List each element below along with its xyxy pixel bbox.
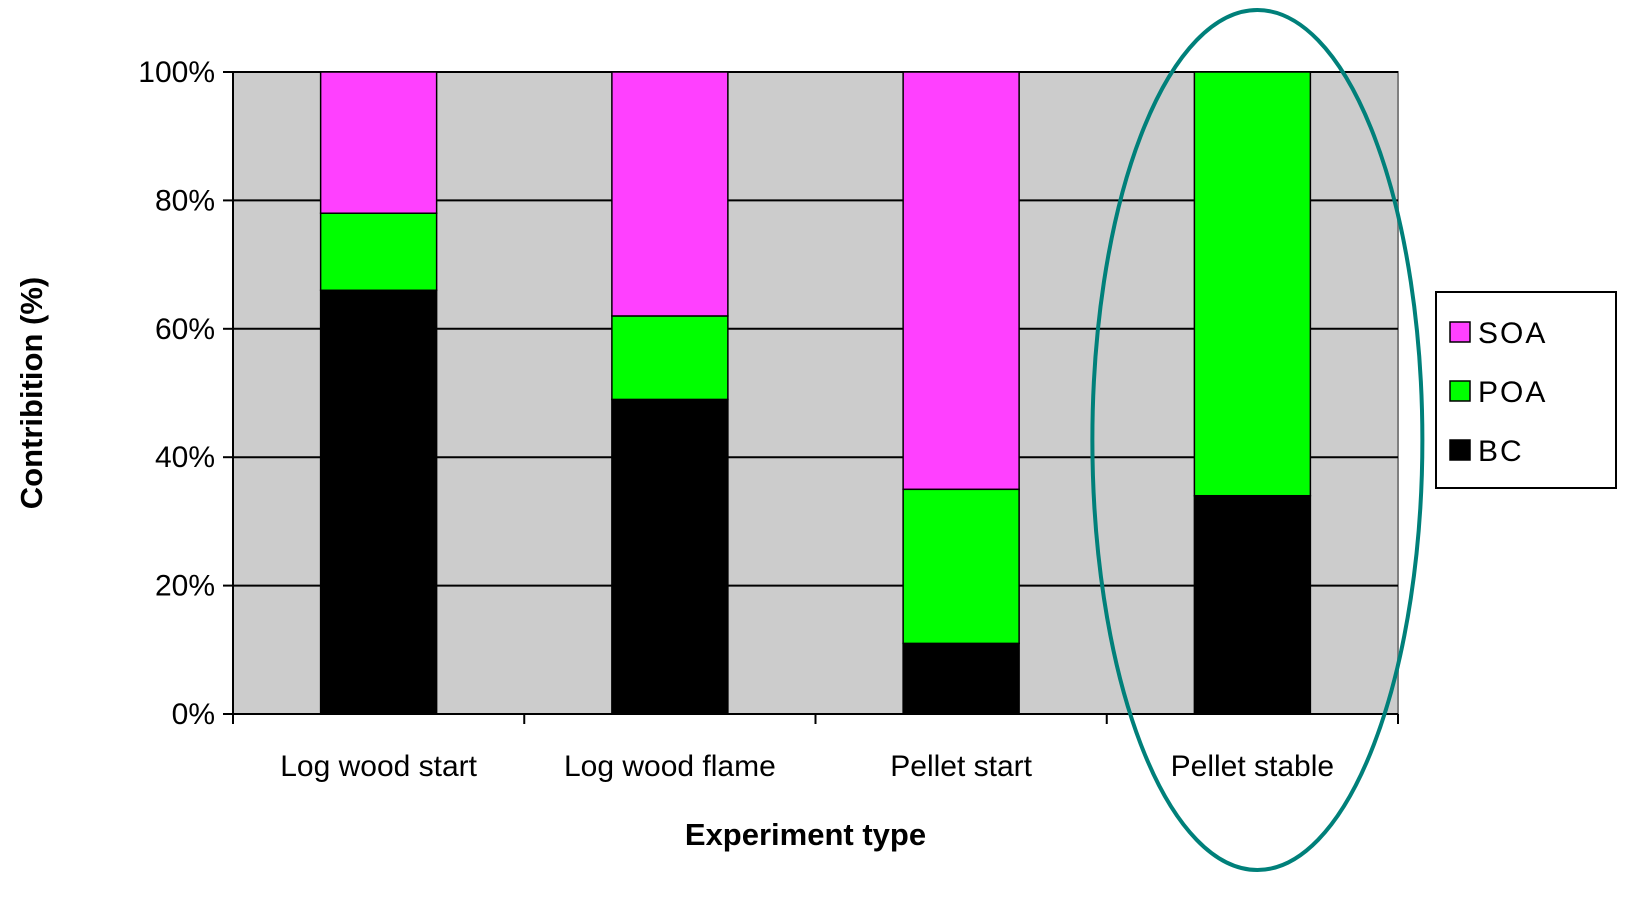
y-axis-title: Contribition (%)	[14, 277, 49, 509]
y-tick-label-5: 100%	[138, 56, 215, 89]
bars	[319, 71, 1312, 715]
x-tick-labels: Log wood start Log wood flame Pellet start…	[280, 750, 1334, 783]
bar-segment-poa-2	[902, 488, 1020, 645]
bar-segment-poa-0	[319, 212, 438, 292]
highlight-ellipse	[1090, 8, 1425, 872]
y-tick-label-1: 20%	[155, 570, 215, 603]
legend: SOA POA BC	[1435, 291, 1617, 489]
legend-label-soa: SOA	[1478, 317, 1547, 350]
x-tick-label-1: Log wood flame	[564, 750, 776, 783]
x-tick-label-3: Pellet stable	[1171, 750, 1334, 783]
bar-segment-soa-1	[611, 71, 729, 317]
y-tick-label-4: 80%	[155, 184, 215, 217]
legend-swatch-soa	[1449, 321, 1471, 343]
x-tick-label-0: Log wood start	[280, 750, 477, 783]
bar-segment-soa-0	[319, 71, 438, 214]
bar-segment-bc-1	[611, 398, 729, 715]
y-tick-label-3: 60%	[155, 313, 215, 346]
y-tick-labels: 0% 20% 40% 60% 80% 100%	[138, 56, 215, 731]
bar-segment-bc-2	[902, 642, 1020, 715]
legend-swatch-poa	[1449, 380, 1471, 402]
legend-swatch-bc	[1449, 439, 1471, 461]
bar-segment-poa-1	[611, 315, 729, 401]
y-tick-label-0: 0%	[172, 698, 215, 731]
x-tick-label-2: Pellet start	[890, 750, 1032, 783]
legend-label-poa: POA	[1478, 376, 1547, 409]
y-tick-label-2: 40%	[155, 441, 215, 474]
legend-label-bc: BC	[1478, 435, 1524, 468]
bar-segment-soa-2	[902, 71, 1020, 491]
bar-segment-poa-3	[1193, 71, 1312, 497]
x-axis-title: Experiment type	[685, 817, 926, 852]
bar-segment-bc-0	[319, 289, 438, 715]
axes	[223, 71, 1399, 724]
bar-segment-bc-3	[1193, 494, 1312, 715]
